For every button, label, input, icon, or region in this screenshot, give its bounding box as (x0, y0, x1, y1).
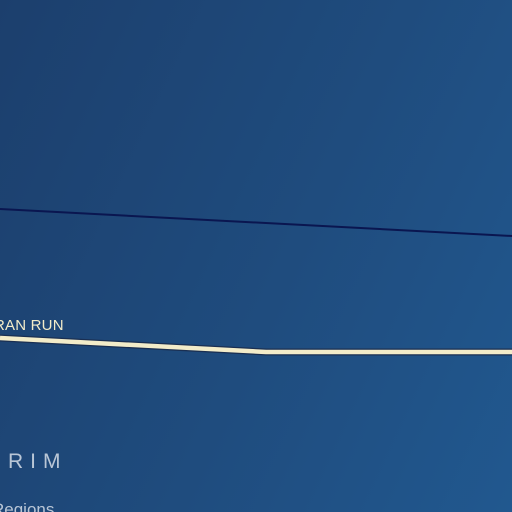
route-line[interactable] (0, 335, 512, 355)
region-label: RIM (8, 450, 68, 473)
boundary-line (0, 208, 512, 237)
route-label: RAN RUN (0, 317, 64, 334)
legend-text: Regions (0, 500, 55, 512)
